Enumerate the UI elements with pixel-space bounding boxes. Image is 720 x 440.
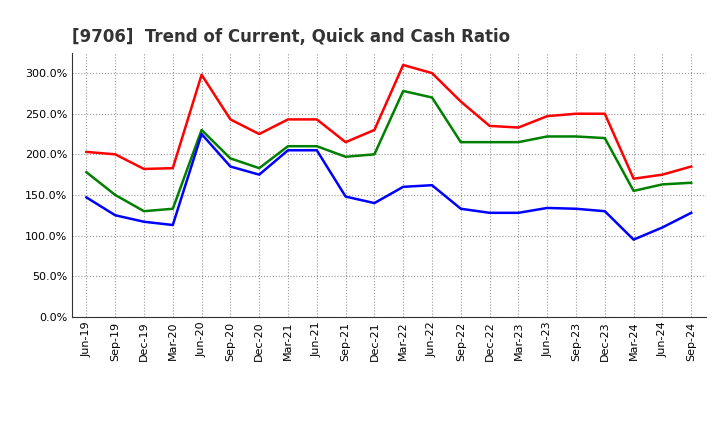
Cash Ratio [82, 195, 91, 200]
Cash Ratio [111, 213, 120, 218]
Current Ratio [456, 99, 465, 104]
Quick Ratio [82, 169, 91, 175]
Cash Ratio [341, 194, 350, 199]
Quick Ratio [428, 95, 436, 100]
Cash Ratio [168, 222, 177, 227]
Quick Ratio [226, 156, 235, 161]
Current Ratio [341, 139, 350, 145]
Cash Ratio [312, 148, 321, 153]
Quick Ratio [543, 134, 552, 139]
Quick Ratio [399, 88, 408, 94]
Current Ratio [687, 164, 696, 169]
Quick Ratio [687, 180, 696, 185]
Current Ratio [543, 114, 552, 119]
Cash Ratio [456, 206, 465, 211]
Cash Ratio [140, 219, 148, 224]
Line: Cash Ratio: Cash Ratio [86, 134, 691, 240]
Quick Ratio [658, 182, 667, 187]
Cash Ratio [658, 225, 667, 230]
Quick Ratio [197, 127, 206, 132]
Quick Ratio [168, 206, 177, 211]
Cash Ratio [600, 209, 609, 214]
Text: [9706]  Trend of Current, Quick and Cash Ratio: [9706] Trend of Current, Quick and Cash … [72, 28, 510, 46]
Current Ratio [82, 149, 91, 154]
Cash Ratio [572, 206, 580, 211]
Cash Ratio [485, 210, 494, 216]
Current Ratio [572, 111, 580, 116]
Current Ratio [111, 152, 120, 157]
Quick Ratio [485, 139, 494, 145]
Current Ratio [168, 165, 177, 171]
Line: Current Ratio: Current Ratio [86, 65, 691, 179]
Quick Ratio [514, 139, 523, 145]
Quick Ratio [255, 165, 264, 171]
Line: Quick Ratio: Quick Ratio [86, 91, 691, 211]
Current Ratio [658, 172, 667, 177]
Cash Ratio [399, 184, 408, 190]
Quick Ratio [629, 188, 638, 194]
Current Ratio [226, 117, 235, 122]
Current Ratio [370, 127, 379, 132]
Quick Ratio [341, 154, 350, 159]
Quick Ratio [572, 134, 580, 139]
Current Ratio [255, 132, 264, 137]
Cash Ratio [255, 172, 264, 177]
Cash Ratio [629, 237, 638, 242]
Quick Ratio [111, 192, 120, 198]
Quick Ratio [284, 143, 292, 149]
Quick Ratio [600, 136, 609, 141]
Current Ratio [428, 70, 436, 76]
Current Ratio [629, 176, 638, 181]
Current Ratio [514, 125, 523, 130]
Current Ratio [140, 166, 148, 172]
Quick Ratio [370, 152, 379, 157]
Current Ratio [284, 117, 292, 122]
Cash Ratio [197, 132, 206, 137]
Cash Ratio [284, 148, 292, 153]
Current Ratio [485, 123, 494, 128]
Quick Ratio [456, 139, 465, 145]
Cash Ratio [226, 164, 235, 169]
Cash Ratio [428, 183, 436, 188]
Current Ratio [399, 62, 408, 68]
Current Ratio [312, 117, 321, 122]
Cash Ratio [370, 201, 379, 206]
Cash Ratio [514, 210, 523, 216]
Quick Ratio [312, 143, 321, 149]
Current Ratio [197, 72, 206, 77]
Current Ratio [600, 111, 609, 116]
Cash Ratio [543, 205, 552, 211]
Cash Ratio [687, 210, 696, 216]
Quick Ratio [140, 209, 148, 214]
